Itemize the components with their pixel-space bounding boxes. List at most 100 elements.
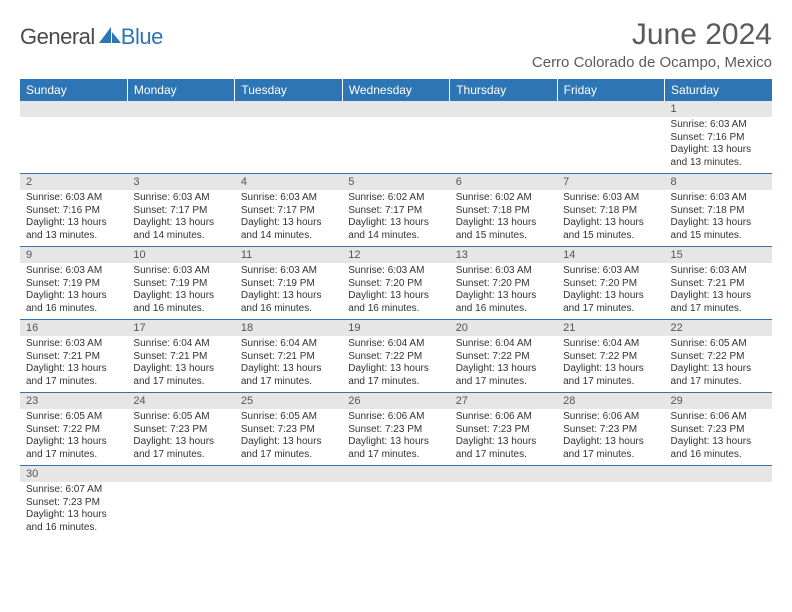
day-number <box>127 466 234 482</box>
calendar-day-cell: 25Sunrise: 6:05 AMSunset: 7:23 PMDayligh… <box>235 393 342 466</box>
sunset-text: Sunset: 7:16 PM <box>671 132 766 145</box>
daylight-text: Daylight: 13 hours and 17 minutes. <box>241 436 336 461</box>
day-number: 13 <box>450 247 557 263</box>
daylight-text: Daylight: 13 hours and 17 minutes. <box>133 363 228 388</box>
calendar-day-cell <box>557 101 664 174</box>
sunset-text: Sunset: 7:21 PM <box>133 351 228 364</box>
day-number: 21 <box>557 320 664 336</box>
day-number <box>342 101 449 117</box>
daylight-text: Daylight: 13 hours and 17 minutes. <box>241 363 336 388</box>
day-details: Sunrise: 6:03 AMSunset: 7:19 PMDaylight:… <box>20 263 127 319</box>
sunset-text: Sunset: 7:23 PM <box>348 424 443 437</box>
title-block: June 2024 Cerro Colorado de Ocampo, Mexi… <box>532 18 772 71</box>
day-number: 9 <box>20 247 127 263</box>
day-details: Sunrise: 6:03 AMSunset: 7:19 PMDaylight:… <box>127 263 234 319</box>
day-details: Sunrise: 6:05 AMSunset: 7:23 PMDaylight:… <box>127 409 234 465</box>
calendar-day-cell: 12Sunrise: 6:03 AMSunset: 7:20 PMDayligh… <box>342 247 449 320</box>
logo: General Blue <box>20 24 163 50</box>
calendar-day-cell: 2Sunrise: 6:03 AMSunset: 7:16 PMDaylight… <box>20 174 127 247</box>
calendar-week-row: 16Sunrise: 6:03 AMSunset: 7:21 PMDayligh… <box>20 320 772 393</box>
daylight-text: Daylight: 13 hours and 13 minutes. <box>26 217 121 242</box>
day-number: 1 <box>665 101 772 117</box>
sunrise-text: Sunrise: 6:02 AM <box>456 192 551 205</box>
day-details: Sunrise: 6:06 AMSunset: 7:23 PMDaylight:… <box>450 409 557 465</box>
calendar-day-cell: 6Sunrise: 6:02 AMSunset: 7:18 PMDaylight… <box>450 174 557 247</box>
day-number <box>450 466 557 482</box>
sunset-text: Sunset: 7:20 PM <box>456 278 551 291</box>
sunset-text: Sunset: 7:22 PM <box>563 351 658 364</box>
day-number: 30 <box>20 466 127 482</box>
day-number: 5 <box>342 174 449 190</box>
day-number <box>665 466 772 482</box>
calendar-day-cell: 15Sunrise: 6:03 AMSunset: 7:21 PMDayligh… <box>665 247 772 320</box>
sunrise-text: Sunrise: 6:05 AM <box>241 411 336 424</box>
logo-text-general: General <box>20 24 95 50</box>
weekday-header: Wednesday <box>342 79 449 101</box>
day-number: 14 <box>557 247 664 263</box>
day-number: 8 <box>665 174 772 190</box>
day-details: Sunrise: 6:03 AMSunset: 7:20 PMDaylight:… <box>342 263 449 319</box>
daylight-text: Daylight: 13 hours and 16 minutes. <box>348 290 443 315</box>
sunset-text: Sunset: 7:17 PM <box>133 205 228 218</box>
sunset-text: Sunset: 7:17 PM <box>348 205 443 218</box>
calendar-day-cell: 26Sunrise: 6:06 AMSunset: 7:23 PMDayligh… <box>342 393 449 466</box>
calendar-day-cell: 18Sunrise: 6:04 AMSunset: 7:21 PMDayligh… <box>235 320 342 393</box>
sunset-text: Sunset: 7:18 PM <box>671 205 766 218</box>
daylight-text: Daylight: 13 hours and 16 minutes. <box>133 290 228 315</box>
sunrise-text: Sunrise: 6:03 AM <box>133 192 228 205</box>
day-number: 27 <box>450 393 557 409</box>
daylight-text: Daylight: 13 hours and 14 minutes. <box>133 217 228 242</box>
sunset-text: Sunset: 7:18 PM <box>456 205 551 218</box>
day-number: 11 <box>235 247 342 263</box>
calendar-day-cell: 13Sunrise: 6:03 AMSunset: 7:20 PMDayligh… <box>450 247 557 320</box>
sunset-text: Sunset: 7:21 PM <box>26 351 121 364</box>
day-number: 22 <box>665 320 772 336</box>
day-details: Sunrise: 6:07 AMSunset: 7:23 PMDaylight:… <box>20 482 127 538</box>
calendar-week-row: 1Sunrise: 6:03 AMSunset: 7:16 PMDaylight… <box>20 101 772 174</box>
sunset-text: Sunset: 7:19 PM <box>26 278 121 291</box>
day-details: Sunrise: 6:03 AMSunset: 7:20 PMDaylight:… <box>450 263 557 319</box>
sunrise-text: Sunrise: 6:04 AM <box>456 338 551 351</box>
sunrise-text: Sunrise: 6:03 AM <box>26 338 121 351</box>
sunset-text: Sunset: 7:22 PM <box>348 351 443 364</box>
day-details: Sunrise: 6:03 AMSunset: 7:18 PMDaylight:… <box>557 190 664 246</box>
day-details: Sunrise: 6:04 AMSunset: 7:21 PMDaylight:… <box>235 336 342 392</box>
sunset-text: Sunset: 7:23 PM <box>671 424 766 437</box>
calendar-day-cell: 29Sunrise: 6:06 AMSunset: 7:23 PMDayligh… <box>665 393 772 466</box>
sunrise-text: Sunrise: 6:06 AM <box>671 411 766 424</box>
sunrise-text: Sunrise: 6:03 AM <box>563 192 658 205</box>
calendar-day-cell <box>342 466 449 539</box>
day-number <box>557 466 664 482</box>
calendar-day-cell <box>342 101 449 174</box>
day-details: Sunrise: 6:04 AMSunset: 7:22 PMDaylight:… <box>557 336 664 392</box>
calendar-day-cell: 19Sunrise: 6:04 AMSunset: 7:22 PMDayligh… <box>342 320 449 393</box>
weekday-header: Sunday <box>20 79 127 101</box>
weekday-header: Thursday <box>450 79 557 101</box>
sunrise-text: Sunrise: 6:05 AM <box>26 411 121 424</box>
daylight-text: Daylight: 13 hours and 15 minutes. <box>456 217 551 242</box>
day-number: 15 <box>665 247 772 263</box>
sunrise-text: Sunrise: 6:06 AM <box>348 411 443 424</box>
sunrise-text: Sunrise: 6:03 AM <box>671 119 766 132</box>
day-number <box>342 466 449 482</box>
day-details: Sunrise: 6:02 AMSunset: 7:17 PMDaylight:… <box>342 190 449 246</box>
sunrise-text: Sunrise: 6:04 AM <box>563 338 658 351</box>
calendar-day-cell <box>20 101 127 174</box>
day-number <box>557 101 664 117</box>
day-number <box>20 101 127 117</box>
calendar-day-cell <box>450 101 557 174</box>
sunset-text: Sunset: 7:18 PM <box>563 205 658 218</box>
sunrise-text: Sunrise: 6:03 AM <box>671 265 766 278</box>
sunrise-text: Sunrise: 6:03 AM <box>563 265 658 278</box>
calendar-day-cell: 16Sunrise: 6:03 AMSunset: 7:21 PMDayligh… <box>20 320 127 393</box>
weekday-header: Tuesday <box>235 79 342 101</box>
sunset-text: Sunset: 7:22 PM <box>671 351 766 364</box>
day-details: Sunrise: 6:03 AMSunset: 7:19 PMDaylight:… <box>235 263 342 319</box>
daylight-text: Daylight: 13 hours and 14 minutes. <box>348 217 443 242</box>
calendar-day-cell <box>665 466 772 539</box>
calendar-day-cell: 20Sunrise: 6:04 AMSunset: 7:22 PMDayligh… <box>450 320 557 393</box>
sunset-text: Sunset: 7:21 PM <box>671 278 766 291</box>
daylight-text: Daylight: 13 hours and 17 minutes. <box>26 363 121 388</box>
day-details: Sunrise: 6:03 AMSunset: 7:17 PMDaylight:… <box>235 190 342 246</box>
sunset-text: Sunset: 7:16 PM <box>26 205 121 218</box>
